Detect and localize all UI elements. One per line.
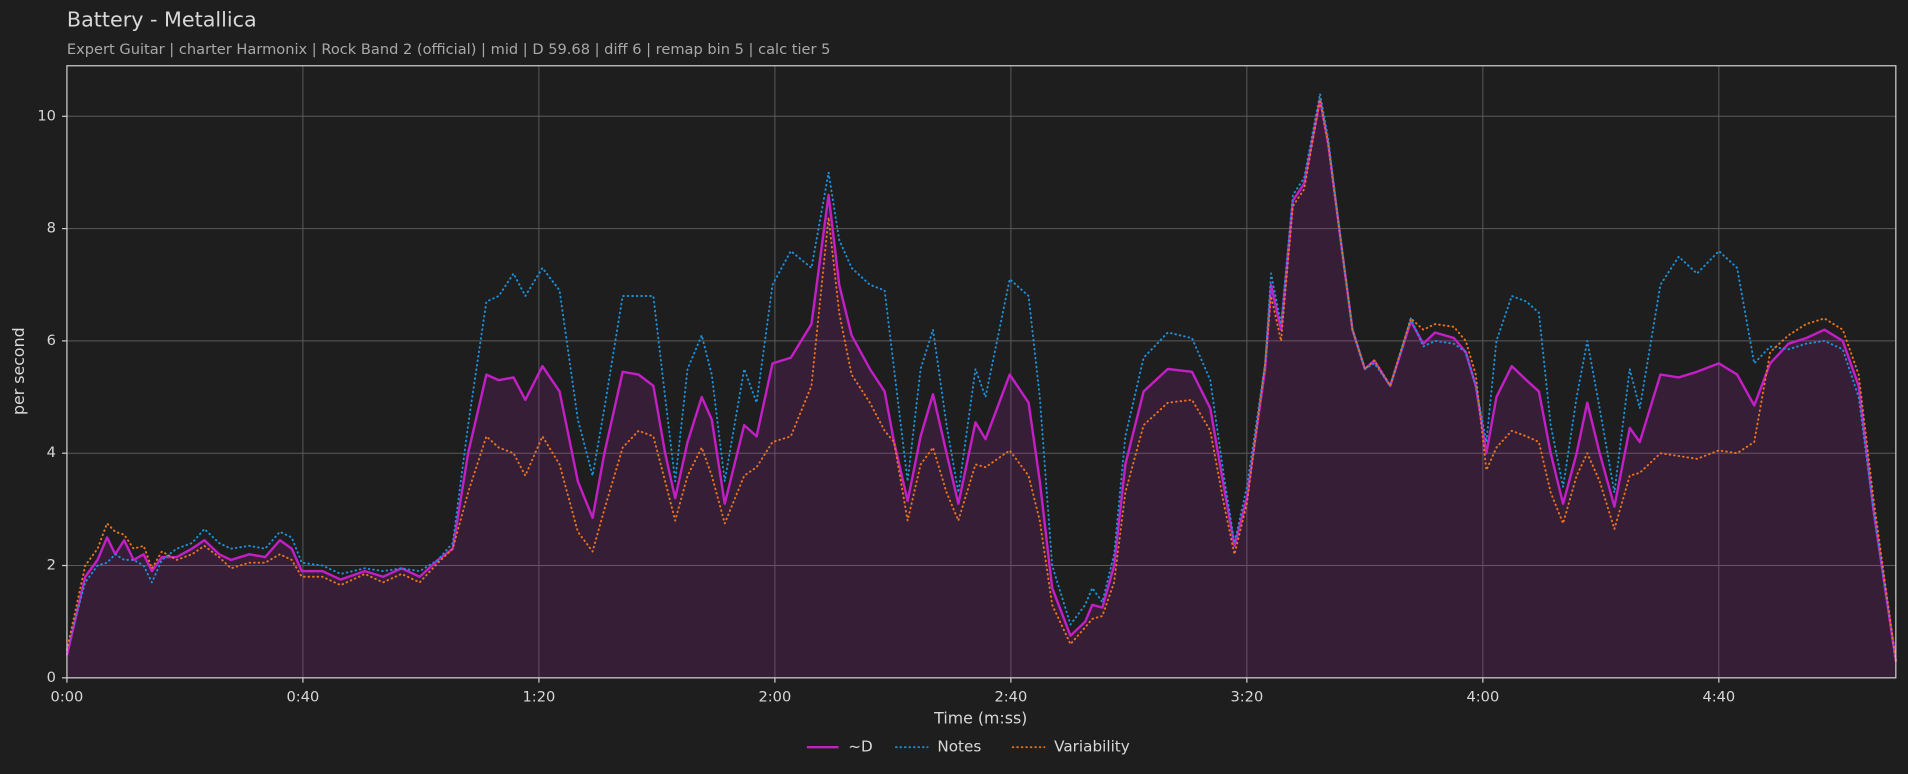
legend-label: ~D (848, 738, 872, 756)
chart-subtitle: Expert Guitar | charter Harmonix | Rock … (67, 41, 831, 58)
series-line (65, 98, 1897, 662)
y-tick-label: 4 (47, 444, 56, 461)
series-line (65, 92, 1897, 662)
y-tick-label: 10 (37, 107, 56, 124)
x-tick-label: 4:40 (1702, 688, 1735, 705)
x-tick-label: 0:00 (51, 688, 84, 705)
x-tick-label: 4:00 (1466, 688, 1499, 705)
x-tick-label: 2:00 (758, 688, 791, 705)
plot-frame (66, 65, 1897, 679)
y-tick-label: 0 (47, 669, 56, 686)
x-tick-label: 1:20 (523, 688, 556, 705)
y-tick-label: 8 (47, 220, 56, 237)
x-tick-label: 2:40 (994, 688, 1027, 705)
x-tick-label: 3:20 (1230, 688, 1263, 705)
area (66, 99, 1896, 678)
series-line (65, 98, 1898, 662)
legend-label: Variability (1054, 738, 1130, 756)
legend-label: Notes (937, 738, 981, 756)
x-axis-label: Time (m:ss) (933, 709, 1027, 728)
y-tick-label: 6 (47, 332, 56, 349)
chart-title: Battery - Metallica (67, 8, 257, 32)
x-tick-label: 0:40 (287, 688, 320, 705)
y-tick-label: 2 (47, 557, 56, 574)
y-axis-label: per second (9, 327, 28, 415)
